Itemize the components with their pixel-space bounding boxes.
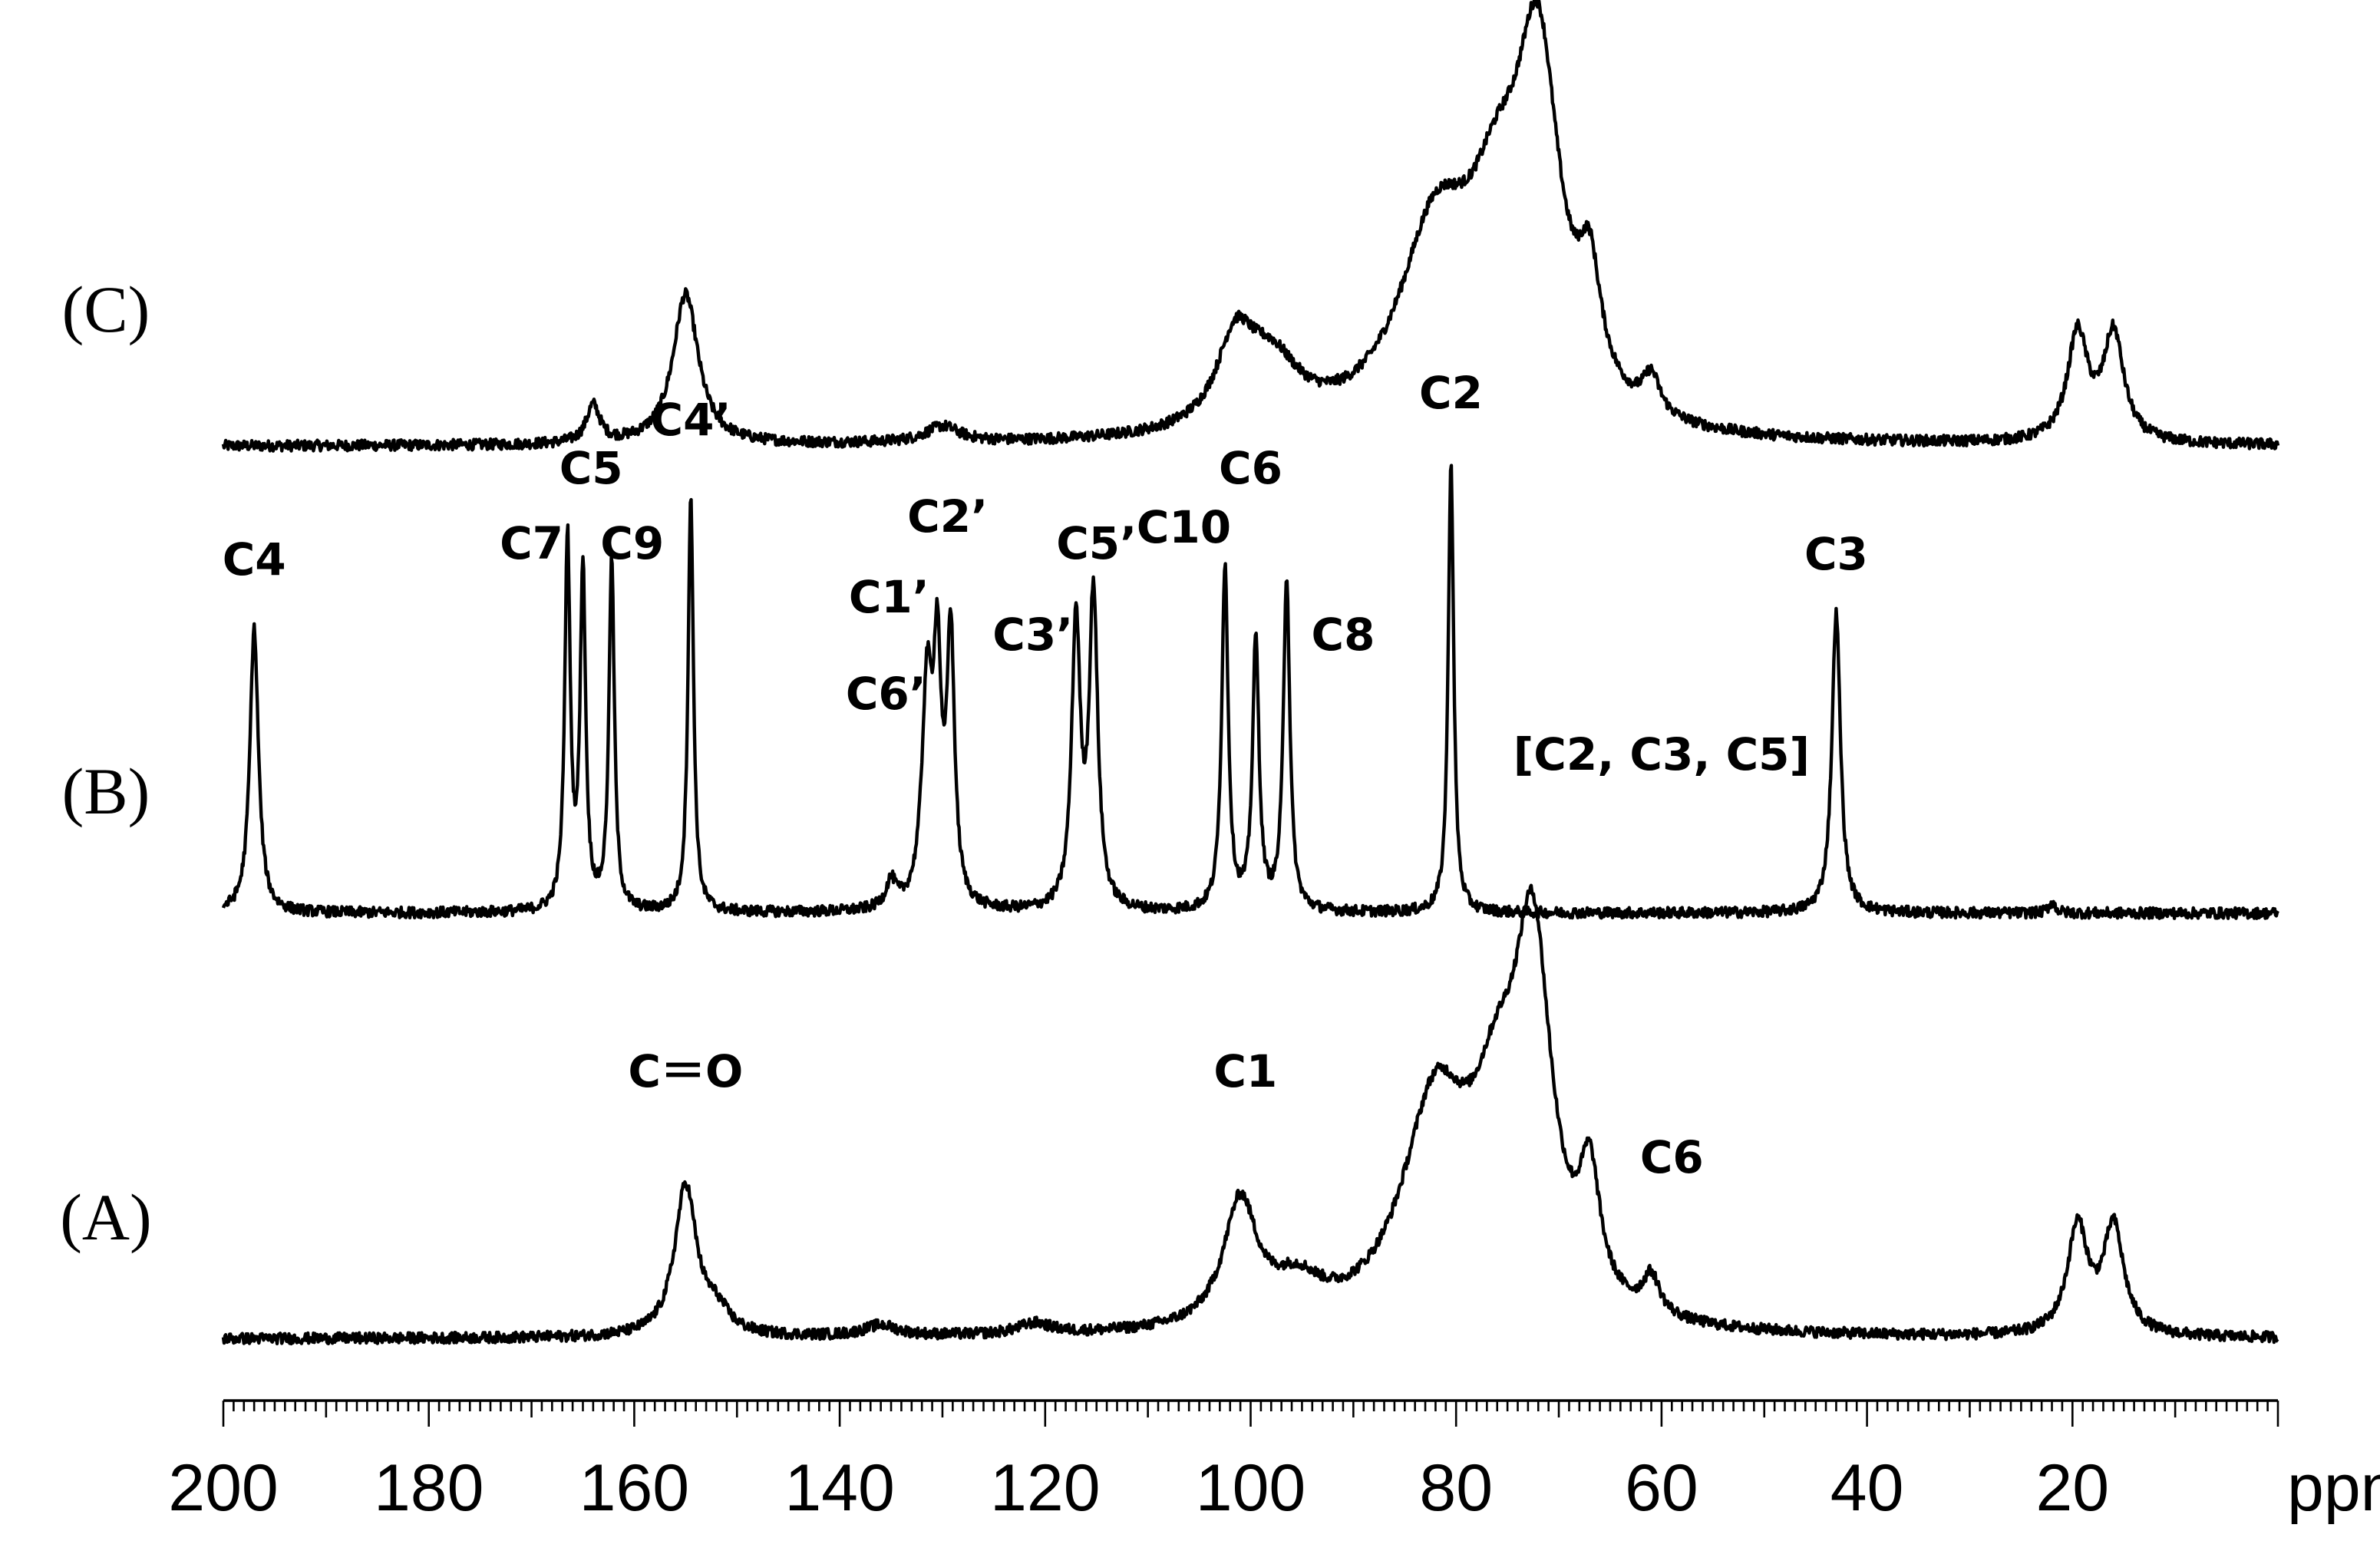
x-axis-tick-label: 100 (1196, 1451, 1306, 1525)
trace-labels: (C) (B) (A) (60, 272, 151, 1254)
peak-label: C2 (1419, 367, 1483, 419)
peak-label: C＝O (628, 1045, 743, 1097)
x-axis-major-ticks (222, 1401, 2279, 1427)
x-axis-tick-label: 200 (168, 1451, 279, 1525)
trace-label-3: (A) (60, 1180, 151, 1254)
peak-label: C1’ (849, 571, 929, 623)
peak-label: C9 (600, 517, 664, 569)
peak-label: [C2, C3, C5] (1513, 728, 1810, 780)
peak-label: C4 (223, 533, 286, 586)
peak-label: C7 (500, 517, 563, 569)
x-axis-unit: ppm (2287, 1451, 2380, 1525)
peak-label: C1 (1213, 1045, 1277, 1097)
x-axis-tick-label: 160 (579, 1451, 690, 1525)
peak-labels: C4 C7 C5 C9 C4’ C6’ C1’ C2’ C3’ C5’ C10 C6 C8 C2 C3 C＝O… (223, 367, 1868, 1183)
x-axis-tick-label: 60 (1625, 1451, 1698, 1525)
spectrum-trace-3 (221, 883, 2279, 1346)
peak-label: C6 (1640, 1131, 1704, 1183)
x-axis-tick-label: 40 (1830, 1451, 1904, 1525)
x-axis-tick-label: 180 (374, 1451, 484, 1525)
trace-label-2: (B) (62, 754, 150, 828)
peak-label: C8 (1312, 609, 1375, 661)
spectrum-trace-2 (221, 464, 2279, 920)
x-axis-minor-ticks (233, 1401, 2269, 1417)
peak-label: C2’ (907, 490, 988, 543)
peak-label: C4’ (651, 394, 731, 446)
peak-label: C10 (1137, 501, 1231, 553)
peak-label: C5 (560, 442, 623, 494)
x-axis: 200 180 160 140 120 100 80 60 40 20 ppm (168, 1399, 2380, 1525)
x-axis-tick-label: 120 (990, 1451, 1101, 1525)
peak-label: C6’ (846, 668, 926, 720)
peak-label: C3 (1804, 528, 1868, 580)
peak-label: C3’ (992, 609, 1073, 661)
x-axis-tick-label: 80 (1419, 1451, 1493, 1525)
peak-label: C6 (1219, 442, 1282, 494)
x-axis-tick-labels: 200 180 160 140 120 100 80 60 40 20 (168, 1451, 2109, 1525)
spectrum-trace-1 (221, 0, 2280, 453)
trace-label-1: (C) (62, 272, 150, 346)
x-axis-tick-label: 140 (784, 1451, 895, 1525)
peak-label: C5’ (1056, 517, 1137, 569)
spectra-traces (221, 0, 2280, 1346)
x-axis-tick-label: 20 (2035, 1451, 2109, 1525)
